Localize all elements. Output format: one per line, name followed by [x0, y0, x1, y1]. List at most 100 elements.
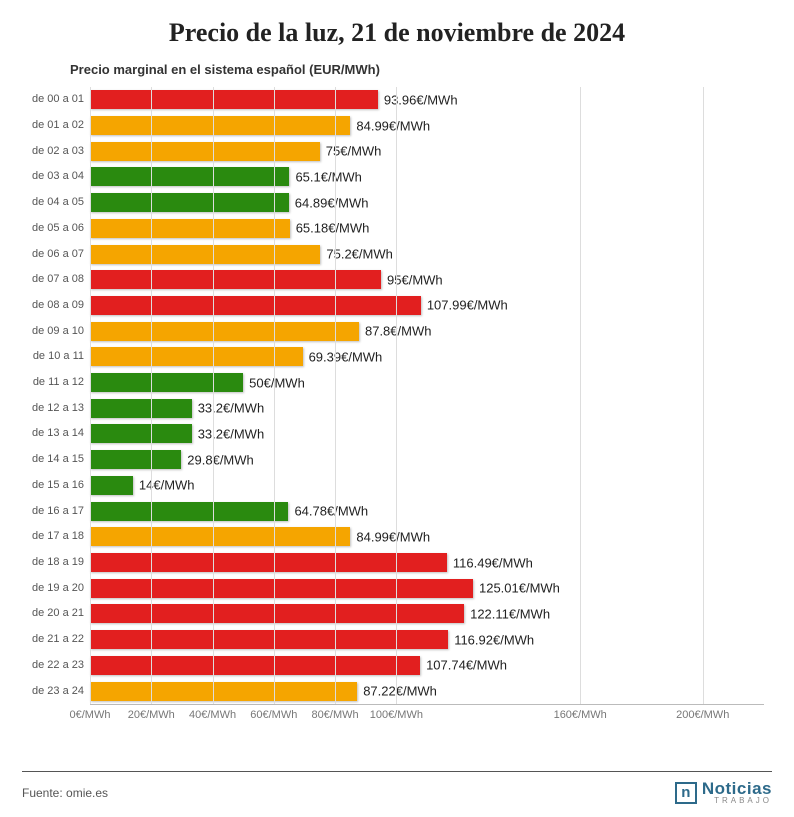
price-bar: 75€/MWh	[90, 142, 320, 161]
bar-value-label: 65.1€/MWh	[295, 169, 361, 184]
bar-row: de 04 a 0564.89€/MWh	[90, 192, 764, 213]
gridline	[213, 87, 214, 704]
bar-row: de 16 a 1764.78€/MWh	[90, 501, 764, 522]
bar-hour-label: de 06 a 07	[32, 244, 84, 265]
bar-value-label: 14€/MWh	[139, 478, 195, 493]
logo-main: Noticias	[702, 780, 772, 797]
price-bar: 107.99€/MWh	[90, 296, 421, 315]
gridline	[703, 87, 704, 704]
gridline	[335, 87, 336, 704]
price-bar: 33.2€/MWh	[90, 399, 192, 418]
x-tick-label: 160€/MWh	[554, 709, 607, 721]
bar-hour-label: de 14 a 15	[32, 449, 84, 470]
bar-hour-label: de 09 a 10	[32, 321, 84, 342]
bar-value-label: 65.18€/MWh	[296, 221, 370, 236]
bar-hour-label: de 13 a 14	[32, 423, 84, 444]
price-bar: 122.11€/MWh	[90, 604, 464, 623]
bar-hour-label: de 19 a 20	[32, 578, 84, 599]
bar-value-label: 107.99€/MWh	[427, 298, 508, 313]
bar-value-label: 93.96€/MWh	[384, 92, 458, 107]
bar-row: de 06 a 0775.2€/MWh	[90, 244, 764, 265]
brand-logo: n Noticias TRABAJO	[675, 780, 772, 805]
bar-hour-label: de 11 a 12	[33, 372, 84, 393]
bar-row: de 03 a 0465.1€/MWh	[90, 166, 764, 187]
price-bar: 95€/MWh	[90, 270, 381, 289]
bar-value-label: 50€/MWh	[249, 375, 305, 390]
bar-hour-label: de 01 a 02	[32, 115, 84, 136]
bar-row: de 21 a 22116.92€/MWh	[90, 629, 764, 650]
bar-value-label: 122.11€/MWh	[470, 606, 550, 621]
bar-hour-label: de 15 a 16	[32, 475, 84, 496]
bar-hour-label: de 16 a 17	[32, 501, 84, 522]
price-bar: 116.92€/MWh	[90, 630, 448, 649]
chart-plot: de 00 a 0193.96€/MWh de 01 a 0284.99€/MWh…	[90, 87, 764, 705]
chart-title: Precio de la luz, 21 de noviembre de 202…	[22, 18, 772, 48]
bar-row: de 08 a 09107.99€/MWh	[90, 295, 764, 316]
price-bar: 64.78€/MWh	[90, 502, 288, 521]
bar-value-label: 29.8€/MWh	[187, 452, 253, 467]
price-bar: 33.2€/MWh	[90, 424, 192, 443]
price-bar: 14€/MWh	[90, 476, 133, 495]
bar-row: de 00 a 0193.96€/MWh	[90, 89, 764, 110]
bar-row: de 22 a 23107.74€/MWh	[90, 655, 764, 676]
bar-row: de 13 a 1433.2€/MWh	[90, 423, 764, 444]
price-bar: 116.49€/MWh	[90, 553, 447, 572]
price-bar: 29.8€/MWh	[90, 450, 181, 469]
bar-row: de 11 a 1250€/MWh	[90, 372, 764, 393]
bar-hour-label: de 07 a 08	[32, 269, 84, 290]
gridline	[90, 87, 91, 704]
price-bar: 64.89€/MWh	[90, 193, 289, 212]
x-tick-label: 60€/MWh	[250, 709, 297, 721]
price-bar: 50€/MWh	[90, 373, 243, 392]
bar-hour-label: de 20 a 21	[32, 603, 84, 624]
price-bar: 84.99€/MWh	[90, 116, 350, 135]
bar-value-label: 33.2€/MWh	[198, 426, 264, 441]
price-bar: 84.99€/MWh	[90, 527, 350, 546]
bar-row: de 07 a 0895€/MWh	[90, 269, 764, 290]
bar-hour-label: de 00 a 01	[32, 89, 84, 110]
bar-value-label: 125.01€/MWh	[479, 581, 560, 596]
price-bar: 65.18€/MWh	[90, 219, 290, 238]
bar-hour-label: de 12 a 13	[32, 398, 84, 419]
bar-hour-label: de 02 a 03	[32, 141, 84, 162]
bar-row: de 19 a 20125.01€/MWh	[90, 578, 764, 599]
bar-hour-label: de 10 a 11	[33, 346, 84, 367]
price-bar: 125.01€/MWh	[90, 579, 473, 598]
x-tick-label: 100€/MWh	[370, 709, 423, 721]
x-axis: 0€/MWh20€/MWh40€/MWh60€/MWh80€/MWh100€/M…	[90, 705, 764, 727]
bar-row: de 23 a 2487.22€/MWh	[90, 681, 764, 702]
chart-footer: Fuente: omie.es n Noticias TRABAJO	[22, 771, 772, 805]
chart-subtitle: Precio marginal en el sistema español (E…	[70, 62, 772, 77]
price-bar: 87.8€/MWh	[90, 322, 359, 341]
bar-hour-label: de 18 a 19	[32, 552, 84, 573]
bar-row: de 17 a 1884.99€/MWh	[90, 526, 764, 547]
source-label: Fuente: omie.es	[22, 786, 108, 800]
price-bar: 87.22€/MWh	[90, 682, 357, 701]
bar-row: de 14 a 1529.8€/MWh	[90, 449, 764, 470]
bar-hour-label: de 08 a 09	[32, 295, 84, 316]
bar-value-label: 75.2€/MWh	[326, 247, 392, 262]
x-tick-label: 0€/MWh	[70, 709, 111, 721]
bar-row: de 02 a 0375€/MWh	[90, 141, 764, 162]
x-tick-label: 40€/MWh	[189, 709, 236, 721]
bar-row: de 18 a 19116.49€/MWh	[90, 552, 764, 573]
bar-row: de 12 a 1333.2€/MWh	[90, 398, 764, 419]
gridline	[396, 87, 397, 704]
gridline	[151, 87, 152, 704]
bar-row: de 15 a 1614€/MWh	[90, 475, 764, 496]
bar-hour-label: de 05 a 06	[32, 218, 84, 239]
bar-value-label: 84.99€/MWh	[356, 118, 430, 133]
bar-row: de 09 a 1087.8€/MWh	[90, 321, 764, 342]
bar-value-label: 64.78€/MWh	[294, 504, 368, 519]
bar-row: de 01 a 0284.99€/MWh	[90, 115, 764, 136]
bar-value-label: 87.22€/MWh	[363, 684, 437, 699]
bar-hour-label: de 22 a 23	[32, 655, 84, 676]
x-tick-label: 200€/MWh	[676, 709, 729, 721]
gridline	[274, 87, 275, 704]
bar-hour-label: de 17 a 18	[32, 526, 84, 547]
gridline	[580, 87, 581, 704]
chart-bars: de 00 a 0193.96€/MWh de 01 a 0284.99€/MWh…	[90, 87, 764, 704]
bar-value-label: 116.49€/MWh	[453, 555, 533, 570]
bar-value-label: 116.92€/MWh	[454, 632, 534, 647]
bar-value-label: 69.39€/MWh	[309, 349, 383, 364]
